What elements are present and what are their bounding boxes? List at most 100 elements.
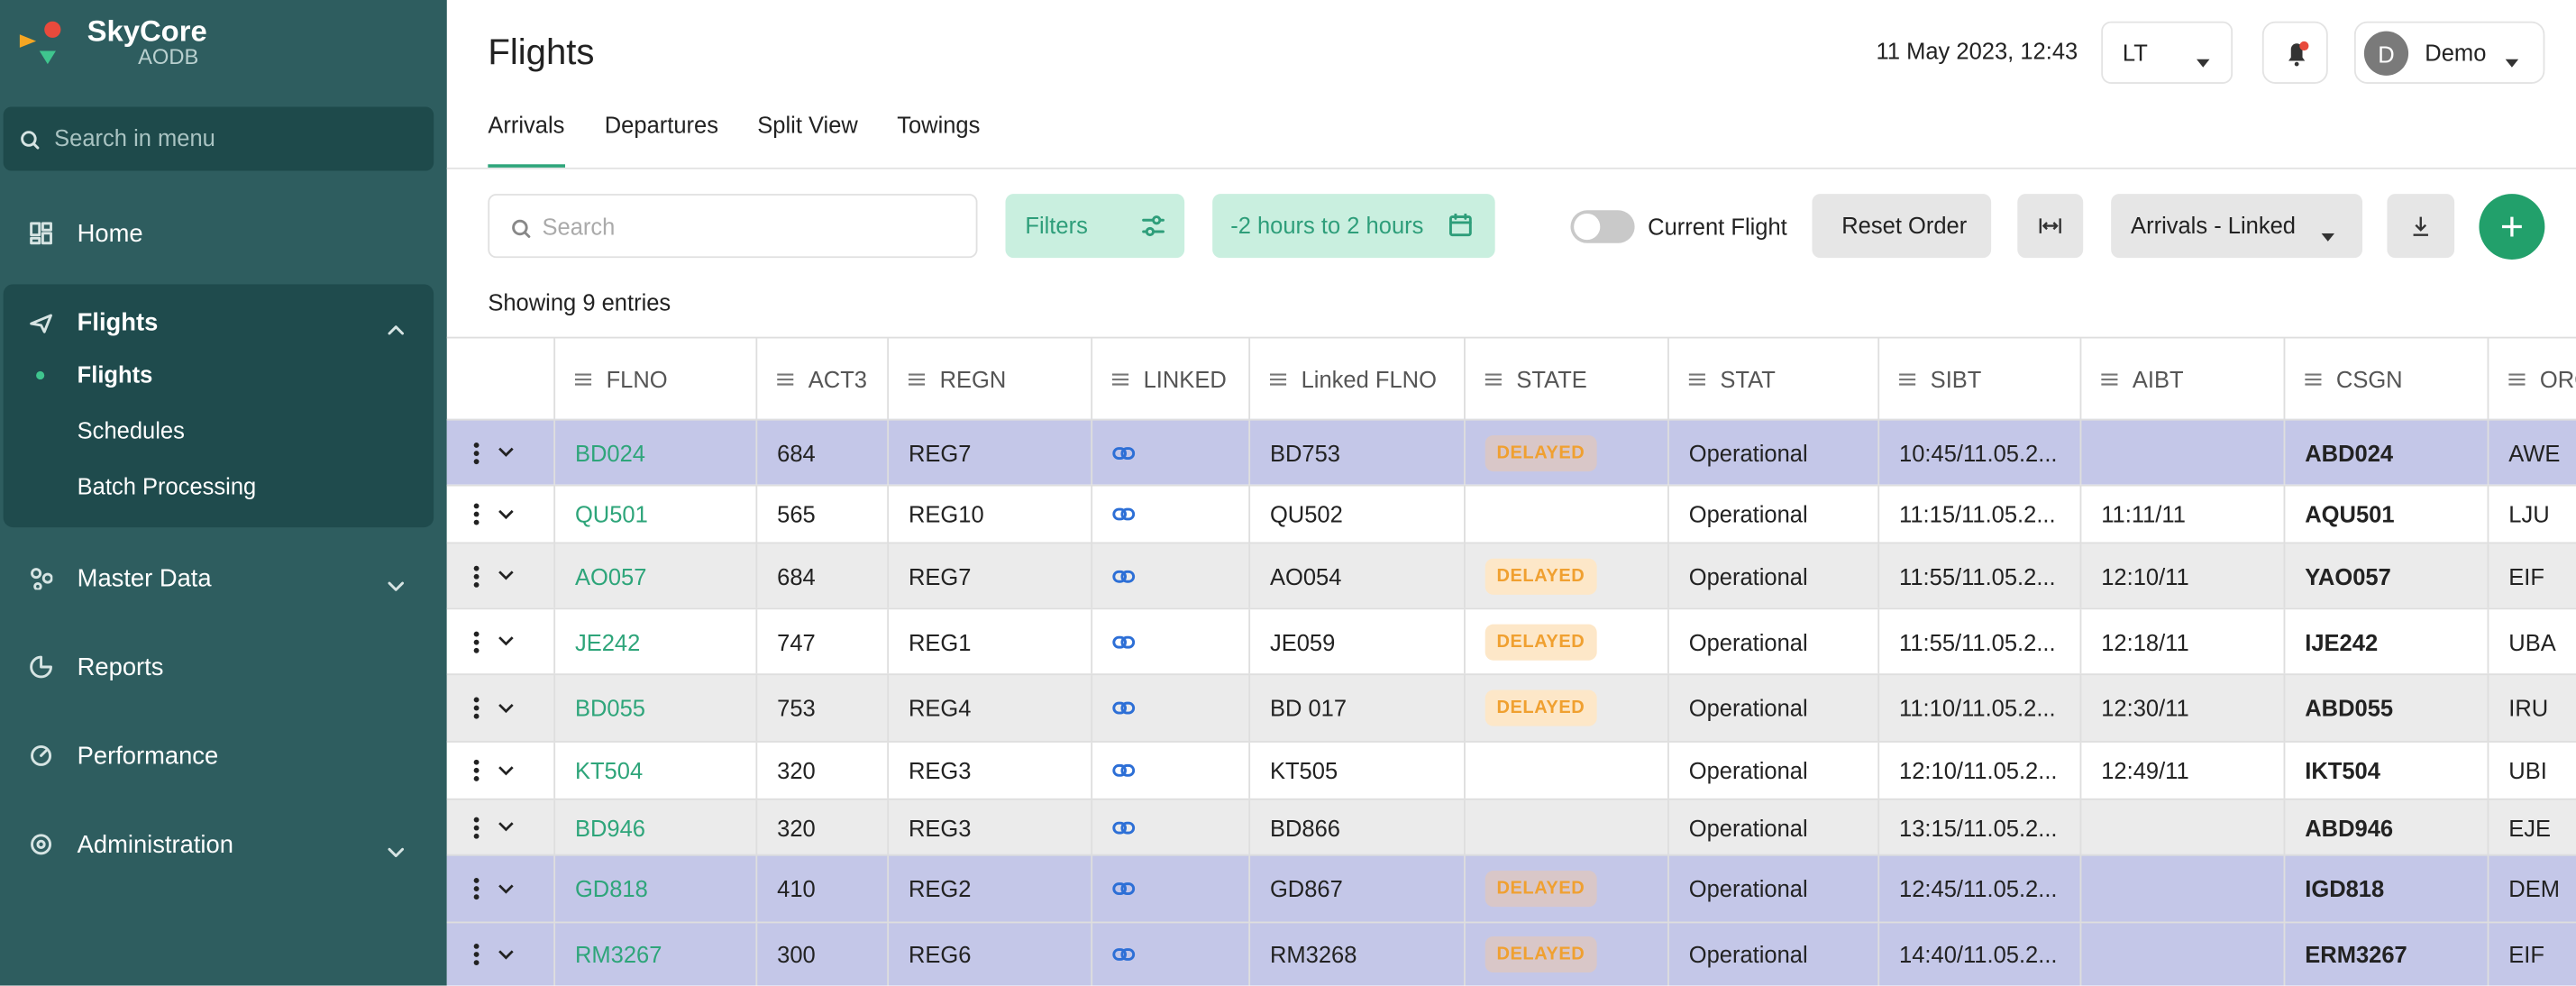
row-actions[interactable] xyxy=(473,421,515,485)
tab[interactable]: Arrivals xyxy=(488,112,564,138)
table-row[interactable]: JE242747REG1JE059DELAYEDOperational11:55… xyxy=(447,607,2576,673)
timezone-select[interactable]: LT xyxy=(2101,22,2233,84)
flight-link[interactable]: RM3267 xyxy=(575,941,662,967)
filters-button[interactable]: Filters xyxy=(1005,194,1184,258)
link-icon[interactable] xyxy=(1112,507,1136,521)
table-row[interactable]: KT504320REG3KT505Operational12:10/11.05.… xyxy=(447,741,2576,799)
flight-link[interactable]: KT504 xyxy=(575,757,643,783)
table-cell[interactable] xyxy=(1091,743,1248,799)
row-actions[interactable] xyxy=(473,609,515,673)
table-cell[interactable] xyxy=(1091,421,1248,485)
kebab-icon[interactable] xyxy=(473,564,480,588)
expand-icon[interactable] xyxy=(498,447,514,459)
table-row[interactable]: BD024684REG7BD753DELAYEDOperational10:45… xyxy=(447,419,2576,485)
fit-columns-button[interactable] xyxy=(2017,194,2083,258)
expand-icon[interactable] xyxy=(498,702,514,714)
flight-link[interactable]: GD818 xyxy=(575,876,648,902)
kebab-icon[interactable] xyxy=(473,816,480,839)
tab[interactable]: Towings xyxy=(897,112,980,138)
menu-item[interactable]: Home xyxy=(0,210,447,256)
expand-icon[interactable] xyxy=(498,883,514,895)
flight-link[interactable]: QU501 xyxy=(575,501,648,527)
column-header[interactable]: SIBT xyxy=(1877,338,2079,418)
expand-icon[interactable] xyxy=(498,764,514,776)
table-row[interactable]: GD818410REG2GD867DELAYEDOperational12:45… xyxy=(447,854,2576,922)
link-icon[interactable] xyxy=(1112,948,1136,962)
table-row[interactable]: BD946320REG3BD866Operational13:15/11.05.… xyxy=(447,799,2576,854)
notification-button[interactable] xyxy=(2262,22,2328,84)
kebab-icon[interactable] xyxy=(473,697,480,720)
flight-link[interactable]: BD946 xyxy=(575,814,645,840)
tab[interactable]: Departures xyxy=(605,112,718,138)
menu-item[interactable]: Administration xyxy=(0,821,447,867)
view-select[interactable]: Arrivals - Linked xyxy=(2111,194,2362,258)
kebab-icon[interactable] xyxy=(473,877,480,900)
column-header[interactable]: CSGN xyxy=(2284,338,2488,418)
expand-icon[interactable] xyxy=(498,949,514,961)
row-actions[interactable] xyxy=(473,923,515,985)
column-header[interactable]: Linked FLNO xyxy=(1248,338,1464,418)
link-icon[interactable] xyxy=(1112,764,1136,778)
row-actions[interactable] xyxy=(473,800,515,854)
row-actions[interactable] xyxy=(473,743,515,799)
row-actions[interactable] xyxy=(473,675,515,741)
add-button[interactable] xyxy=(2479,194,2544,260)
download-button[interactable] xyxy=(2387,194,2454,258)
column-header[interactable]: REGN xyxy=(887,338,1091,418)
tab[interactable]: Split View xyxy=(757,112,858,138)
menu-search[interactable]: Search in menu xyxy=(4,106,434,170)
kebab-icon[interactable] xyxy=(473,441,480,464)
flight-link[interactable]: AO057 xyxy=(575,562,646,589)
kebab-icon[interactable] xyxy=(473,759,480,782)
expand-icon[interactable] xyxy=(498,508,514,520)
table-row[interactable]: RM3267300REG6RM3268DELAYEDOperational14:… xyxy=(447,922,2576,986)
flight-link[interactable]: BD024 xyxy=(575,440,645,466)
submenu-item[interactable]: Batch Processing xyxy=(0,467,434,507)
time-range-button[interactable]: -2 hours to 2 hours xyxy=(1212,194,1495,258)
link-icon[interactable] xyxy=(1112,820,1136,834)
column-header[interactable]: STATE xyxy=(1464,338,1667,418)
search-box[interactable]: Search xyxy=(488,194,977,258)
row-actions[interactable] xyxy=(473,856,515,922)
submenu-item[interactable]: Flights xyxy=(0,355,434,395)
column-header[interactable]: FLNO xyxy=(553,338,755,418)
menu-item[interactable]: Performance xyxy=(0,733,447,779)
user-menu[interactable]: DDemo xyxy=(2354,22,2544,84)
kebab-icon[interactable] xyxy=(473,630,480,653)
menu-item[interactable]: Reports xyxy=(0,644,447,689)
table-cell[interactable] xyxy=(1091,487,1248,543)
expand-icon[interactable] xyxy=(498,635,514,647)
table-row[interactable]: BD055753REG4BD 017DELAYEDOperational11:1… xyxy=(447,673,2576,741)
table-row[interactable]: AO057684REG7AO054DELAYEDOperational11:55… xyxy=(447,542,2576,607)
toggle[interactable] xyxy=(1571,210,1635,242)
expand-icon[interactable] xyxy=(498,570,514,581)
column-header[interactable]: LINKED xyxy=(1091,338,1248,418)
kebab-icon[interactable] xyxy=(473,503,480,526)
kebab-icon[interactable] xyxy=(473,943,480,966)
column-header[interactable]: ACT3 xyxy=(755,338,887,418)
flight-link[interactable]: BD055 xyxy=(575,695,645,721)
column-header[interactable]: ORG xyxy=(2488,338,2576,418)
table-row[interactable]: QU501565REG10QU502Operational11:15/11.05… xyxy=(447,485,2576,543)
menu-item[interactable]: Flights xyxy=(0,299,447,345)
reset-order-button[interactable]: Reset Order xyxy=(1812,194,1991,258)
table-cell[interactable] xyxy=(1091,675,1248,741)
link-icon[interactable] xyxy=(1112,570,1136,583)
row-actions[interactable] xyxy=(473,487,515,543)
flight-link[interactable]: JE242 xyxy=(575,628,640,654)
column-header[interactable]: AIBT xyxy=(2080,338,2284,418)
table-cell[interactable] xyxy=(1091,543,1248,607)
row-actions[interactable] xyxy=(473,543,515,607)
table-cell[interactable] xyxy=(1091,609,1248,673)
link-icon[interactable] xyxy=(1112,635,1136,648)
expand-icon[interactable] xyxy=(498,821,514,833)
link-icon[interactable] xyxy=(1112,446,1136,460)
table-cell[interactable] xyxy=(1091,800,1248,854)
table-cell[interactable] xyxy=(1091,923,1248,985)
table-cell[interactable] xyxy=(1091,856,1248,922)
link-icon[interactable] xyxy=(1112,701,1136,715)
menu-item[interactable]: Master Data xyxy=(0,555,447,601)
column-header[interactable]: STAT xyxy=(1667,338,1877,418)
submenu-item[interactable]: Schedules xyxy=(0,411,434,451)
link-icon[interactable] xyxy=(1112,882,1136,896)
